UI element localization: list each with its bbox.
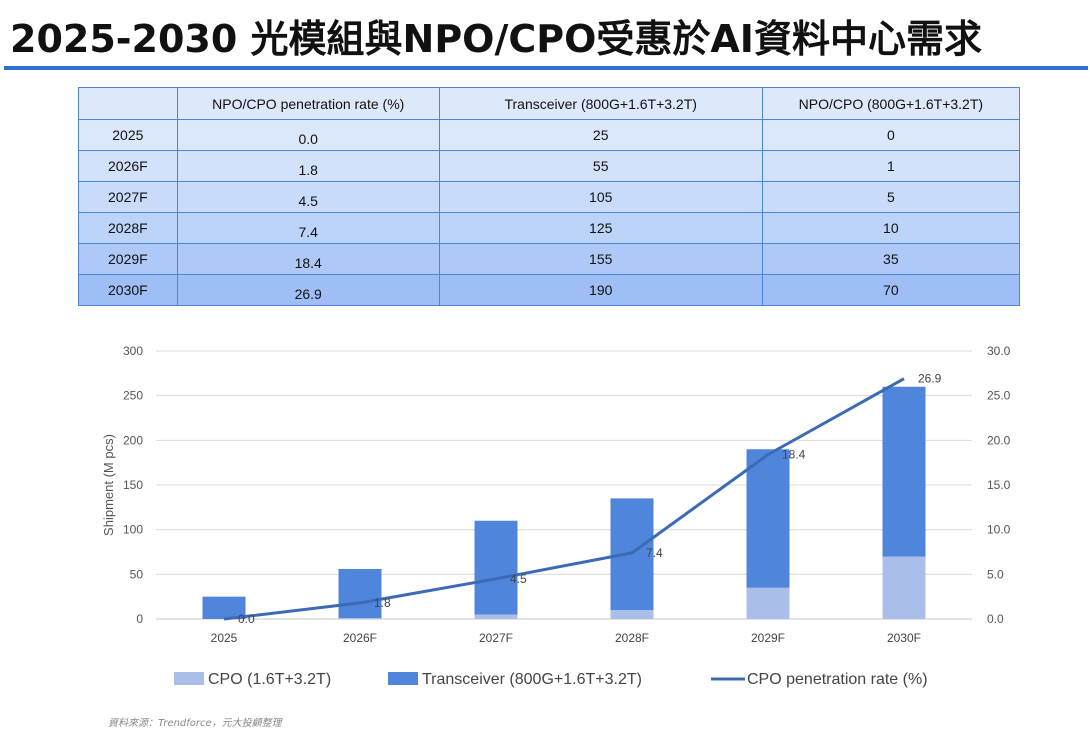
bar-transceiver xyxy=(746,449,790,588)
y-tick-label: 200 xyxy=(123,433,143,447)
y-tick-label: 100 xyxy=(123,523,143,537)
table-cell-transceiver: 25 xyxy=(438,119,763,151)
y-tick-label: 50 xyxy=(130,567,144,581)
table-header-cell: NPO/CPO penetration rate (%) xyxy=(176,87,440,120)
line-data-label: 4.5 xyxy=(510,572,527,586)
chart-svg: 0 50 100 150 200 250 300 0.0 5.0 10.0 15.0 20.0 25.0… xyxy=(101,344,1011,688)
x-tick-label: 2028F xyxy=(615,631,649,645)
bar-transceiver xyxy=(882,386,926,557)
line-data-label: 7.4 xyxy=(646,546,663,560)
table-cell-cpo: 10 xyxy=(761,212,1021,244)
y-tick-label: 300 xyxy=(123,344,143,358)
title-divider xyxy=(4,66,1088,70)
y2-tick-label: 25.0 xyxy=(987,389,1011,403)
y2-tick-label: 15.0 xyxy=(987,478,1011,492)
y2-tick-label: 30.0 xyxy=(987,344,1011,358)
y2-tick-label: 10.0 xyxy=(987,523,1011,537)
y-axis-title: Shipment (M pcs) xyxy=(101,434,116,536)
table-cell-cpo: 70 xyxy=(761,274,1021,306)
table-row: 2025 0.0 25 0 xyxy=(78,119,1021,151)
bar-cpo xyxy=(746,587,790,619)
legend-swatch-transceiver xyxy=(388,672,418,685)
legend-label-transceiver: Transceiver (800G+1.6T+3.2T) xyxy=(422,671,642,688)
x-tick-label: 2030F xyxy=(887,631,921,645)
table-header-cell: NPO/CPO (800G+1.6T+3.2T) xyxy=(761,87,1021,120)
table-cell-cpo: 35 xyxy=(761,243,1021,275)
table-cell-transceiver: 125 xyxy=(438,212,763,244)
table-cell-rate: 0.0 xyxy=(176,119,440,151)
source-note: 資料來源：Trendforce，元大投顧整理 xyxy=(108,718,282,729)
line-data-label: 18.4 xyxy=(782,448,806,462)
table-cell-year: 2028F xyxy=(78,212,178,244)
table-cell-cpo: 0 xyxy=(761,119,1021,151)
bar-transceiver xyxy=(474,520,518,615)
table-cell-transceiver: 190 xyxy=(438,274,763,306)
bar-cpo xyxy=(882,556,926,619)
bar-cpo xyxy=(338,618,382,619)
table-cell-transceiver: 55 xyxy=(438,150,763,182)
table-header-cell xyxy=(78,87,178,120)
shipment-chart: 0 50 100 150 200 250 300 0.0 5.0 10.0 15.0 20.0 25.0… xyxy=(0,330,1090,700)
bar-cpo xyxy=(474,614,518,619)
table-header-row: NPO/CPO penetration rate (%) Transceiver… xyxy=(78,87,1021,120)
bar-transceiver xyxy=(338,568,382,619)
x-tick-label: 2025 xyxy=(211,631,238,645)
table-cell-year: 2025 xyxy=(78,119,178,151)
table-cell-cpo: 1 xyxy=(761,150,1021,182)
y2-tick-label: 0.0 xyxy=(987,612,1004,626)
y2-tick-label: 5.0 xyxy=(987,567,1004,581)
table-row: 2028F 7.4 125 10 xyxy=(78,212,1021,244)
table-cell-rate: 4.5 xyxy=(176,181,440,213)
x-tick-label: 2029F xyxy=(751,631,785,645)
legend-swatch-cpo xyxy=(174,672,204,685)
legend-label-cpo: CPO (1.6T+3.2T) xyxy=(208,671,331,688)
table-cell-year: 2027F xyxy=(78,181,178,213)
line-data-label: 0.0 xyxy=(238,612,255,626)
bar-transceiver xyxy=(202,596,246,619)
line-cpo-penetration xyxy=(223,377,905,621)
table-cell-rate: 26.9 xyxy=(176,274,440,306)
y2-tick-label: 20.0 xyxy=(987,433,1011,447)
table-cell-transceiver: 155 xyxy=(438,243,763,275)
table-cell-year: 2030F xyxy=(78,274,178,306)
x-tick-label: 2026F xyxy=(343,631,377,645)
y-tick-label: 0 xyxy=(136,612,143,626)
y-tick-label: 150 xyxy=(123,478,143,492)
page-title: 2025-2030 光模組與NPO/CPO受惠於AI資料中心需求 xyxy=(10,17,982,61)
x-tick-label: 2027F xyxy=(479,631,513,645)
line-data-label: 1.8 xyxy=(374,596,391,610)
table-row: 2029F 18.4 155 35 xyxy=(78,243,1021,275)
table-cell-cpo: 5 xyxy=(761,181,1021,213)
table-row: 2027F 4.5 105 5 xyxy=(78,181,1021,213)
table-cell-rate: 1.8 xyxy=(176,150,440,182)
legend-label-penetration: CPO penetration rate (%) xyxy=(747,671,928,688)
y-tick-label: 250 xyxy=(123,389,143,403)
table-row: 2030F 26.9 190 70 xyxy=(78,274,1021,306)
table-cell-year: 2029F xyxy=(78,243,178,275)
table-cell-rate: 7.4 xyxy=(176,212,440,244)
table-header-cell: Transceiver (800G+1.6T+3.2T) xyxy=(438,87,763,120)
line-data-label: 26.9 xyxy=(918,372,942,386)
table-cell-year: 2026F xyxy=(78,150,178,182)
table-row: 2026F 1.8 55 1 xyxy=(78,150,1021,182)
table-cell-transceiver: 105 xyxy=(438,181,763,213)
table-cell-rate: 18.4 xyxy=(176,243,440,275)
bar-cpo xyxy=(610,610,654,619)
data-table: NPO/CPO penetration rate (%) Transceiver… xyxy=(78,87,1021,306)
